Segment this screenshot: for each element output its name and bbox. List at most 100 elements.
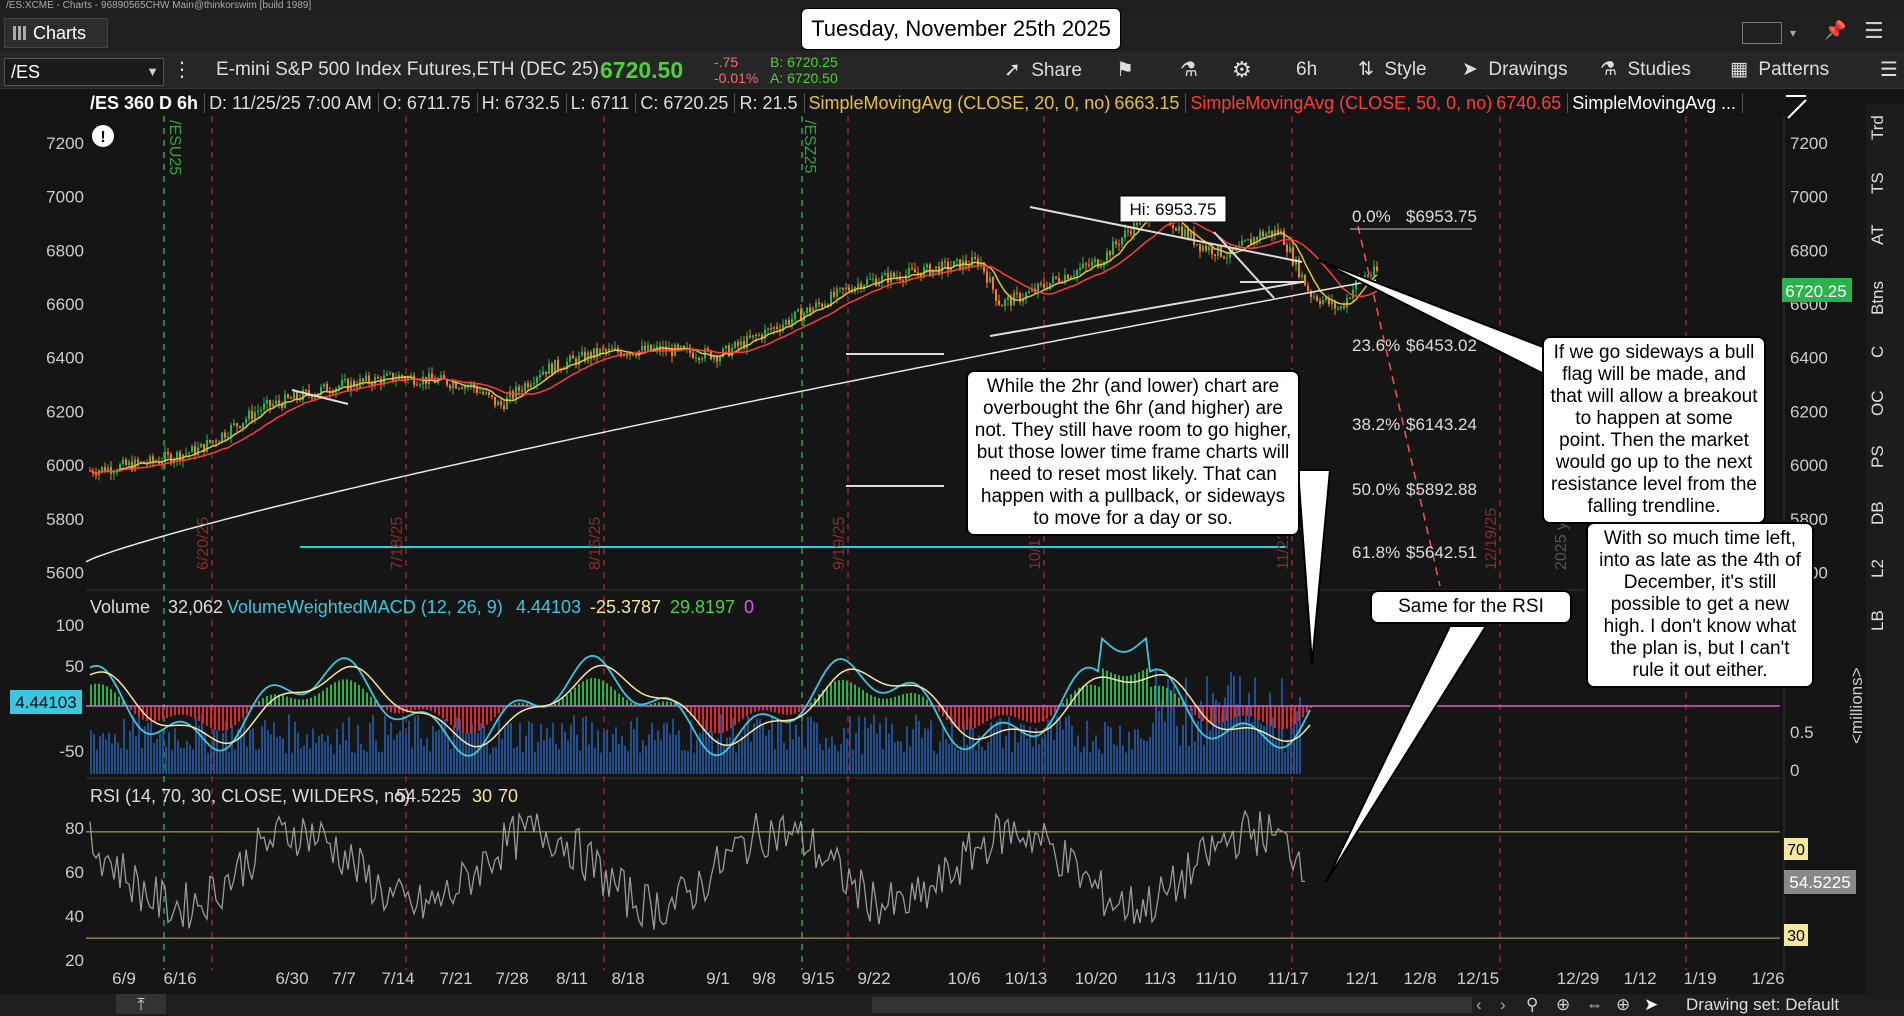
- menu-icon[interactable]: ☰: [1880, 59, 1898, 81]
- sma20-value: 6663.15: [1110, 93, 1187, 113]
- candle-body: [695, 357, 697, 359]
- symbol-input[interactable]: /ES ▼: [4, 58, 164, 86]
- volume-bar: [816, 722, 818, 774]
- expand-icon[interactable]: ⤒: [116, 994, 166, 1014]
- fib-price: $6143.24: [1406, 415, 1477, 434]
- volume-bar: [1221, 713, 1223, 774]
- scroll-right-icon[interactable]: ›: [1500, 995, 1506, 1014]
- side-button-l2[interactable]: L2: [1868, 559, 1887, 579]
- collapse-icon[interactable]: [1786, 95, 1807, 119]
- side-button-btns[interactable]: Btns: [1868, 280, 1887, 316]
- tab-charts[interactable]: Charts: [4, 18, 108, 48]
- candle-body: [1268, 230, 1270, 234]
- flag-icon[interactable]: ⚑: [1116, 59, 1134, 81]
- fib-levels[interactable]: 0.0% $6953.75 23.6% $6453.02 38.2% $6143…: [1350, 207, 1477, 562]
- macd-histogram-bar: [758, 706, 760, 711]
- status-bar: ⤒ ‹ › ⚲ ⊕ ⇔ ⊕ ➤ Drawing set: Default: [0, 994, 1904, 1016]
- side-button-db[interactable]: DB: [1868, 501, 1887, 525]
- volume-bar: [729, 736, 731, 774]
- volume-bar: [555, 743, 557, 774]
- workspace-box[interactable]: [1742, 22, 1782, 44]
- macd-histogram-bar: [1210, 706, 1212, 724]
- volume-bar: [738, 743, 740, 774]
- volume-bar: [1005, 735, 1007, 774]
- volume-bar: [843, 727, 845, 774]
- candle-body: [1265, 233, 1267, 237]
- macd-label[interactable]: VolumeWeightedMACD (12, 26, 9): [227, 597, 503, 617]
- candle-body: [227, 436, 229, 438]
- menu-icon[interactable]: ☰: [1864, 18, 1884, 43]
- side-button-oc[interactable]: OC: [1868, 390, 1887, 416]
- volume-bar: [123, 718, 125, 774]
- candle-body: [1289, 247, 1291, 253]
- scroll-left-icon[interactable]: ‹: [1476, 995, 1482, 1014]
- candle-body: [419, 384, 421, 386]
- chevron-down-icon[interactable]: ▼: [146, 64, 159, 79]
- patterns-button[interactable]: ▦ Patterns: [1730, 52, 1829, 88]
- candle-body: [1187, 229, 1189, 239]
- gear-icon[interactable]: ⚙: [1232, 57, 1252, 82]
- candle-body: [497, 401, 499, 406]
- cursor-icon[interactable]: ➤: [1644, 995, 1659, 1014]
- style-button[interactable]: ⇅ Style: [1358, 52, 1427, 88]
- side-button-ts[interactable]: TS: [1868, 172, 1887, 194]
- side-button-at[interactable]: AT: [1868, 224, 1887, 246]
- macd-histogram-bar: [330, 684, 332, 706]
- macd-histogram-bar: [326, 687, 328, 706]
- date-banner: Tuesday, November 25th 2025: [801, 8, 1121, 50]
- candle-body: [128, 461, 130, 466]
- side-button-c[interactable]: C: [1868, 345, 1887, 359]
- volume-bar: [411, 747, 413, 774]
- volume-bar: [579, 750, 581, 774]
- macd-histogram-bar: [858, 687, 860, 706]
- rsi-label[interactable]: RSI (14, 70, 30, CLOSE, WILDERS, no): [90, 786, 410, 806]
- candle-body: [1241, 240, 1243, 246]
- macd-histogram-bar: [870, 695, 872, 706]
- share-button[interactable]: ➚ Share: [1004, 52, 1082, 88]
- sma50-label[interactable]: SimpleMovingAvg (CLOSE, 50, 0, no): [1190, 93, 1493, 113]
- volume-bar: [1239, 676, 1241, 774]
- link-icon[interactable]: ⋮: [172, 59, 192, 81]
- volume-panel[interactable]: [86, 612, 1780, 774]
- rsi-panel[interactable]: [86, 784, 1780, 970]
- timeframe-selector[interactable]: 6h: [1296, 59, 1318, 80]
- side-button-lb[interactable]: LB: [1868, 610, 1887, 632]
- pan-icon[interactable]: ⇔: [1586, 995, 1603, 1014]
- drawing-set[interactable]: Drawing set: Default: [1686, 995, 1840, 1014]
- macd-histogram-bar: [778, 706, 780, 714]
- sma200-label[interactable]: SimpleMovingAvg ...: [1568, 93, 1744, 113]
- volume-bar: [639, 752, 641, 774]
- zoom-icon[interactable]: ⚲: [1526, 995, 1539, 1014]
- pin-icon[interactable]: 📌: [1824, 20, 1847, 40]
- candle-body: [1067, 274, 1069, 280]
- macd-histogram-bar: [1214, 706, 1216, 725]
- volume-bar: [618, 743, 620, 774]
- volume-bar: [384, 715, 386, 774]
- studies-button[interactable]: ⚗ Studies: [1600, 52, 1691, 88]
- volume-bar: [1176, 725, 1178, 774]
- side-button-ps[interactable]: PS: [1868, 445, 1887, 469]
- alert-icon[interactable]: !: [92, 125, 114, 147]
- dropdown-arrow-icon[interactable]: ▾: [1790, 26, 1797, 40]
- macd-histogram-bar: [1290, 706, 1292, 727]
- horizontal-scrollbar[interactable]: [872, 997, 1472, 1013]
- date-tick: 6/9: [112, 969, 136, 988]
- macd-histogram-bar: [1250, 706, 1252, 717]
- volume-bar: [381, 751, 383, 774]
- drawings-button[interactable]: ➤ Drawings: [1462, 52, 1568, 88]
- volume-bar: [1107, 725, 1109, 774]
- volume-bar: [1041, 737, 1043, 774]
- patterns-label: Patterns: [1758, 59, 1830, 80]
- macd-histogram-bar: [1034, 706, 1036, 723]
- volume-bar: [1179, 745, 1181, 774]
- volume-bar: [1014, 729, 1016, 774]
- volume-bar: [429, 751, 431, 774]
- macd-histogram-bar: [1062, 703, 1064, 706]
- flask-icon[interactable]: ⚗: [1180, 59, 1198, 81]
- zoom-in-icon[interactable]: ⊕: [1556, 995, 1571, 1014]
- sma20-label[interactable]: SimpleMovingAvg (CLOSE, 20, 0, no): [808, 93, 1111, 113]
- crosshair-icon[interactable]: ⊕: [1616, 995, 1631, 1014]
- volume-bar: [1008, 716, 1010, 774]
- side-button-trd[interactable]: Trd: [1868, 115, 1887, 141]
